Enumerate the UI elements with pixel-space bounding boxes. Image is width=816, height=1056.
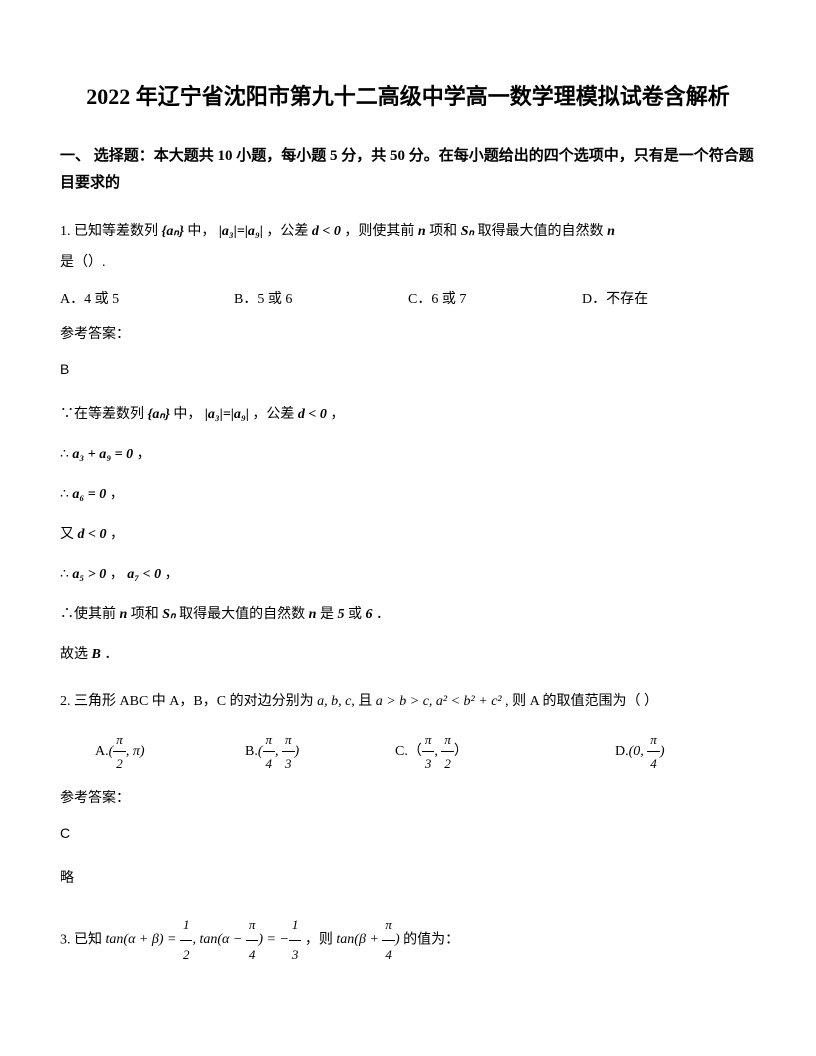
- q2-options: A. (π2, π) B. (π4, π3) C.（ π3, π2 ） D. (…: [60, 728, 756, 776]
- section-header: 一、 选择题：本大题共 10 小题，每小题 5 分，共 50 分。在每小题给出的…: [60, 143, 756, 197]
- q1-sol2-pre: ∴: [60, 447, 69, 462]
- q1-sol1-cond: |a₃|=|a₉|: [205, 407, 249, 422]
- q2-optB-label: B.: [245, 739, 258, 764]
- q2-optD: D. (0, π4): [615, 728, 735, 776]
- q1-mid1: 中，: [187, 224, 215, 239]
- q3-mid: ，则: [305, 932, 333, 947]
- q1-mid2: ，公差: [266, 224, 308, 239]
- q1-sol4-pre: 又: [60, 527, 74, 542]
- q1-sol2: ∴ a₃ + a₉ = 0 ，: [60, 437, 756, 472]
- q1-seq: {aₙ}: [162, 224, 184, 239]
- q1-sol6-v1: 5: [337, 607, 344, 622]
- q1-sol6-pre: ∴使其前: [60, 607, 116, 622]
- page-title: 2022 年辽宁省沈阳市第九十二高级中学高一数学理模拟试卷含解析: [60, 80, 756, 113]
- q2-cond2: a² < b² + c²: [436, 694, 502, 709]
- q1-optD: D．不存在: [582, 287, 756, 312]
- q1-sol3-eq: a₆ = 0: [72, 487, 106, 502]
- q1-sol6-v2: 6: [365, 607, 372, 622]
- q1-sol5-eq2: a₇ < 0: [127, 567, 161, 582]
- question-3: 3. 已知 tan(α + β) = 12, tan(α − π4) = −13…: [60, 911, 756, 969]
- q2-optC-label: C.（: [395, 739, 422, 764]
- q1-sol6-mid3: 是: [320, 607, 334, 622]
- q3-eq2: tan(β + π4): [336, 932, 399, 947]
- q1-sol7-pre: 故选: [60, 647, 88, 662]
- q1-sol7: 故选 B ．: [60, 637, 756, 672]
- q1-sol1-end: ，公差: [252, 407, 294, 422]
- q2-optA-label: A.: [95, 739, 109, 764]
- q2-mid1: 且: [358, 694, 372, 709]
- q2-optC-end: ）: [454, 739, 468, 764]
- q2-optC: C.（ π3, π2 ）: [395, 728, 615, 776]
- q2-pre: 2. 三角形 ABC 中 A，B，C 的对边分别为: [60, 694, 314, 709]
- q1-text: 1. 已知等差数列 {aₙ} 中， |a₃|=|a₉| ，公差 d < 0 ，则…: [60, 217, 756, 279]
- q1-sol6-mid2: 取得最大值的自然数: [179, 607, 305, 622]
- q1-optC: C．6 或 7: [408, 287, 582, 312]
- q2-optD-label: D.: [615, 739, 629, 764]
- question-2: 2. 三角形 ABC 中 A，B，C 的对边分别为 a, b, c, 且 a >…: [60, 687, 756, 896]
- q1-mid4: 项和: [429, 224, 457, 239]
- q1-sol5-end: ，: [165, 567, 179, 582]
- q2-optA: A. (π2, π): [95, 728, 245, 776]
- q1-sol4: 又 d < 0 ，: [60, 517, 756, 552]
- q1-sol4-eq: d < 0: [78, 527, 107, 542]
- q1-sol6: ∴使其前 n 项和 Sₙ 取得最大值的自然数 n 是 5 或 6 ．: [60, 597, 756, 632]
- q1-sol6-sn: Sₙ: [162, 607, 175, 622]
- q2-vars: a, b, c,: [317, 694, 355, 709]
- question-1: 1. 已知等差数列 {aₙ} 中， |a₃|=|a₉| ，公差 d < 0 ，则…: [60, 217, 756, 672]
- q3-eq1: tan(α + β) = 12, tan(α − π4) = −13: [106, 932, 302, 947]
- q1-pre: 1. 已知等差数列: [60, 224, 158, 239]
- q2-optB: B. (π4, π3): [245, 728, 395, 776]
- q2-answer: C: [60, 821, 756, 846]
- q1-sol6-end: ．: [376, 607, 390, 622]
- q1-answer: B: [60, 357, 756, 382]
- q1-sol6-n2: n: [309, 607, 317, 622]
- q1-sol1-seq: {aₙ}: [148, 407, 170, 422]
- q1-n2: n: [607, 224, 615, 239]
- q1-sol3-pre: ∴: [60, 487, 69, 502]
- q1-mid5: 取得最大值的自然数: [478, 224, 604, 239]
- q1-sol2-eq: a₃ + a₉ = 0: [72, 447, 133, 462]
- q1-sol5-pre: ∴: [60, 567, 69, 582]
- q1-sol5-eq1: a₅ > 0: [72, 567, 106, 582]
- q2-answer-label: 参考答案：: [60, 786, 756, 811]
- q1-sol2-end: ，: [137, 447, 151, 462]
- q1-sol3-end: ，: [110, 487, 124, 502]
- q1-cond1: |a₃|=|a₉|: [219, 224, 263, 239]
- q1-sol7-ans: B: [92, 647, 101, 662]
- q1-sol6-or: 或: [348, 607, 362, 622]
- q1-options: A．4 或 5 B．5 或 6 C．6 或 7 D．不存在: [60, 287, 756, 312]
- q1-sol1-mid: 中，: [173, 407, 201, 422]
- q1-sol5-mid: ，: [110, 567, 124, 582]
- q1-end: 是（）.: [60, 255, 106, 270]
- q2-optA-math: (π2, π): [109, 728, 145, 776]
- q1-optA: A．4 或 5: [60, 287, 234, 312]
- q1-answer-label: 参考答案：: [60, 322, 756, 347]
- q3-pre: 3. 已知: [60, 932, 102, 947]
- q2-optD-math: (0, π4): [629, 728, 665, 776]
- q1-sol3: ∴ a₆ = 0 ，: [60, 477, 756, 512]
- q3-end: 的值为：: [403, 932, 459, 947]
- q3-text: 3. 已知 tan(α + β) = 12, tan(α − π4) = −13…: [60, 911, 756, 969]
- q1-sol4-end: ，: [110, 527, 124, 542]
- q1-mid3: ，则使其前: [344, 224, 414, 239]
- q1-sol5: ∴ a₅ > 0 ， a₇ < 0 ，: [60, 557, 756, 592]
- q1-optB: B．5 或 6: [234, 287, 408, 312]
- q1-sol1-pre: ∵在等差数列: [60, 407, 144, 422]
- q1-sol6-n: n: [120, 607, 128, 622]
- q2-optB-math: (π4, π3): [258, 728, 299, 776]
- q1-n: n: [418, 224, 426, 239]
- q2-cond1: a > b > c,: [376, 694, 433, 709]
- q2-sol: 略: [60, 861, 756, 896]
- q1-sol6-mid1: 项和: [131, 607, 159, 622]
- q1-sol1: ∵在等差数列 {aₙ} 中， |a₃|=|a₉| ，公差 d < 0 ，: [60, 397, 756, 432]
- q2-text: 2. 三角形 ABC 中 A，B，C 的对边分别为 a, b, c, 且 a >…: [60, 687, 756, 718]
- q1-cond2: d < 0: [312, 224, 341, 239]
- q1-sol7-end: ．: [104, 647, 118, 662]
- q1-sol1-last: ，: [330, 407, 344, 422]
- q2-end: , 则 A 的取值范围为（ ）: [505, 694, 658, 709]
- q1-sol1-d: d < 0: [298, 407, 327, 422]
- q1-sn: Sₙ: [461, 224, 474, 239]
- q2-optC-math: π3, π2: [422, 728, 454, 776]
